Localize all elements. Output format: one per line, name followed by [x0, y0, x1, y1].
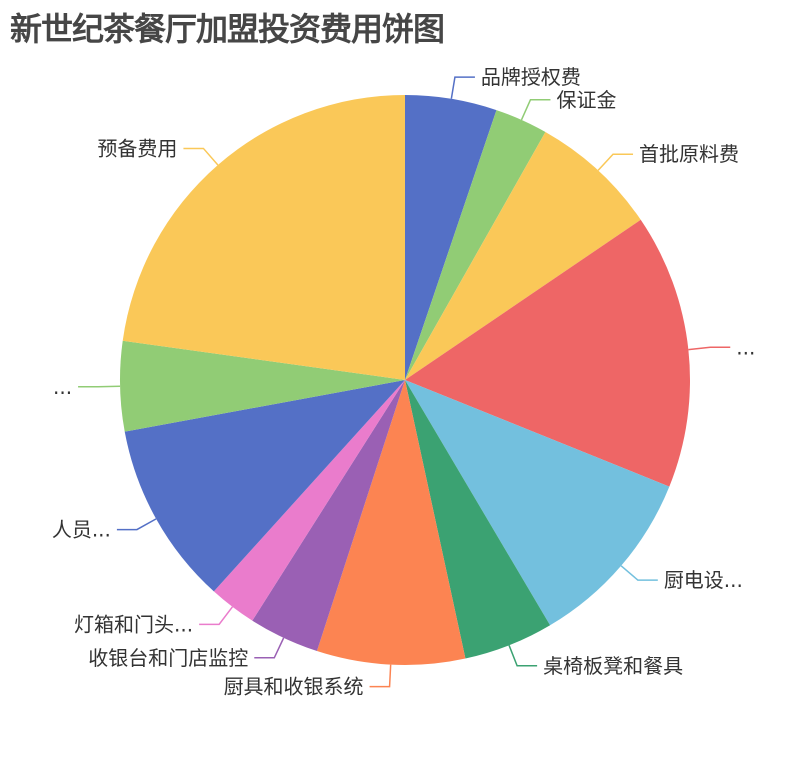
- slice-label: 品牌授权费: [481, 65, 581, 89]
- slice-label: 保证金: [556, 88, 616, 112]
- label-leader-line: [183, 147, 219, 166]
- slice-label: ...: [736, 335, 755, 359]
- label-leader-line: [688, 346, 731, 351]
- label-leader-line: [620, 565, 658, 581]
- pie-slice[interactable]: [405, 380, 551, 659]
- pie-slice[interactable]: [405, 380, 670, 626]
- slice-label: 收银台和门店监控: [88, 646, 248, 670]
- slice-label: 灯箱和门头...: [74, 612, 193, 636]
- label-leader-line: [254, 637, 285, 659]
- slice-label: 厨电设...: [664, 568, 743, 592]
- slice-label: 人员...: [52, 518, 111, 542]
- pie-slice[interactable]: [405, 219, 691, 487]
- slice-label: ...: [53, 375, 72, 399]
- slice-label: 首批原料费: [639, 142, 739, 166]
- pie-slice[interactable]: [119, 340, 405, 432]
- chart-title: 新世纪茶餐厅加盟投资费用饼图: [10, 10, 445, 48]
- label-leader-line: [369, 664, 392, 688]
- slice-label: 厨具和收银系统: [224, 675, 364, 699]
- pie-slice[interactable]: [124, 380, 406, 592]
- slice-label: 桌椅板凳和餐具: [543, 654, 683, 678]
- pie-slice[interactable]: [405, 95, 497, 380]
- label-leader-line: [116, 518, 157, 531]
- slice-label: 预备费用: [97, 136, 177, 160]
- label-leader-line: [508, 645, 538, 667]
- pie-slice[interactable]: [252, 380, 405, 652]
- pie-slice[interactable]: [213, 380, 405, 621]
- pie-slice[interactable]: [405, 131, 641, 380]
- label-leader-line: [597, 153, 634, 171]
- pie-slice[interactable]: [316, 380, 466, 665]
- label-leader-line: [520, 99, 551, 121]
- pie-slice[interactable]: [405, 110, 546, 381]
- label-leader-line: [450, 76, 475, 99]
- label-leader-line: [199, 606, 234, 626]
- pie-slice[interactable]: [122, 95, 405, 380]
